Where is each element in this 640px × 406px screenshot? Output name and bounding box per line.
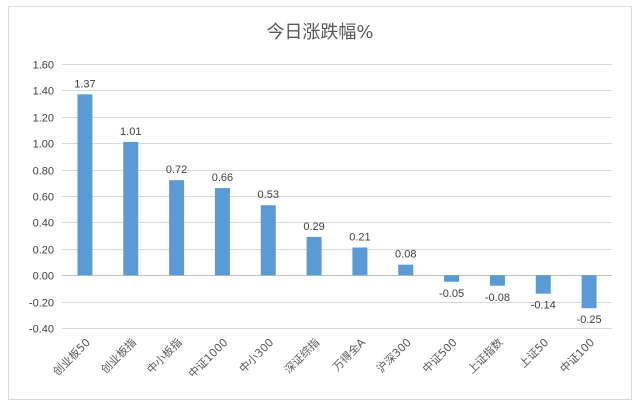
bar xyxy=(77,94,93,276)
category-label: 上证指数 xyxy=(465,335,506,376)
bar xyxy=(214,188,230,276)
data-label: -0.25 xyxy=(577,314,602,326)
category-label: 深证综指 xyxy=(281,335,322,376)
category-label: 上证50 xyxy=(517,336,552,371)
data-label: 1.37 xyxy=(74,78,95,90)
data-label: 1.01 xyxy=(120,126,141,138)
bar xyxy=(169,180,185,276)
data-label: 0.29 xyxy=(303,221,324,233)
bar xyxy=(123,141,139,276)
y-tick-label: 1.40 xyxy=(33,86,54,98)
data-label: 0.72 xyxy=(166,164,187,176)
bars xyxy=(77,94,597,309)
data-label: 0.21 xyxy=(349,231,370,243)
y-tick-label: 0.80 xyxy=(33,166,54,178)
data-label: -0.08 xyxy=(485,292,510,304)
category-label: 创业板50 xyxy=(50,335,93,378)
chart-title: 今日涨跌幅% xyxy=(266,22,373,43)
bar xyxy=(260,205,276,276)
category-label: 中证1000 xyxy=(186,336,231,381)
bar xyxy=(352,247,368,276)
category-label: 中证500 xyxy=(420,336,460,376)
category-labels: 创业板50 创业板指 中小板指 中证1000 中小300 深证综指 万得全A 沪深300 中证5… xyxy=(50,335,597,381)
bar xyxy=(581,275,597,309)
bar xyxy=(398,264,414,276)
bar xyxy=(306,236,322,276)
y-tick-label: 0.40 xyxy=(33,218,54,230)
chart-frame xyxy=(8,6,632,400)
gridlines xyxy=(62,64,612,329)
bar xyxy=(444,275,460,282)
data-label: -0.14 xyxy=(531,300,556,312)
category-label: 中小300 xyxy=(237,336,277,376)
y-axis-ticks: -0.40 -0.20 0.00 0.20 0.40 0.60 0.80 1.00 1.20 1.… xyxy=(29,60,54,336)
category-label: 中小板指 xyxy=(144,335,185,376)
data-label: 0.66 xyxy=(212,172,233,184)
data-labels: 1.37 1.01 0.72 0.66 0.53 0.29 0.21 0.08 -0.05 -0.… xyxy=(74,78,601,326)
category-label: 沪深300 xyxy=(374,335,414,375)
category-label: 中证100 xyxy=(558,336,598,376)
y-tick-label: 1.20 xyxy=(33,113,54,125)
y-tick-label: 0.00 xyxy=(33,271,54,283)
y-tick-label: 1.60 xyxy=(33,60,54,72)
y-tick-label: -0.40 xyxy=(29,324,54,336)
y-tick-label: 1.00 xyxy=(33,139,54,151)
data-label: -0.05 xyxy=(439,288,464,300)
bar xyxy=(535,275,551,294)
y-tick-label: 0.60 xyxy=(33,192,54,204)
data-label: 0.53 xyxy=(258,189,279,201)
category-label: 创业板指 xyxy=(98,335,139,376)
y-tick-label: -0.20 xyxy=(29,298,54,310)
bar xyxy=(489,275,505,286)
y-tick-label: 0.20 xyxy=(33,245,54,257)
category-label: 万得全A xyxy=(329,335,368,374)
data-label: 0.08 xyxy=(395,249,416,261)
